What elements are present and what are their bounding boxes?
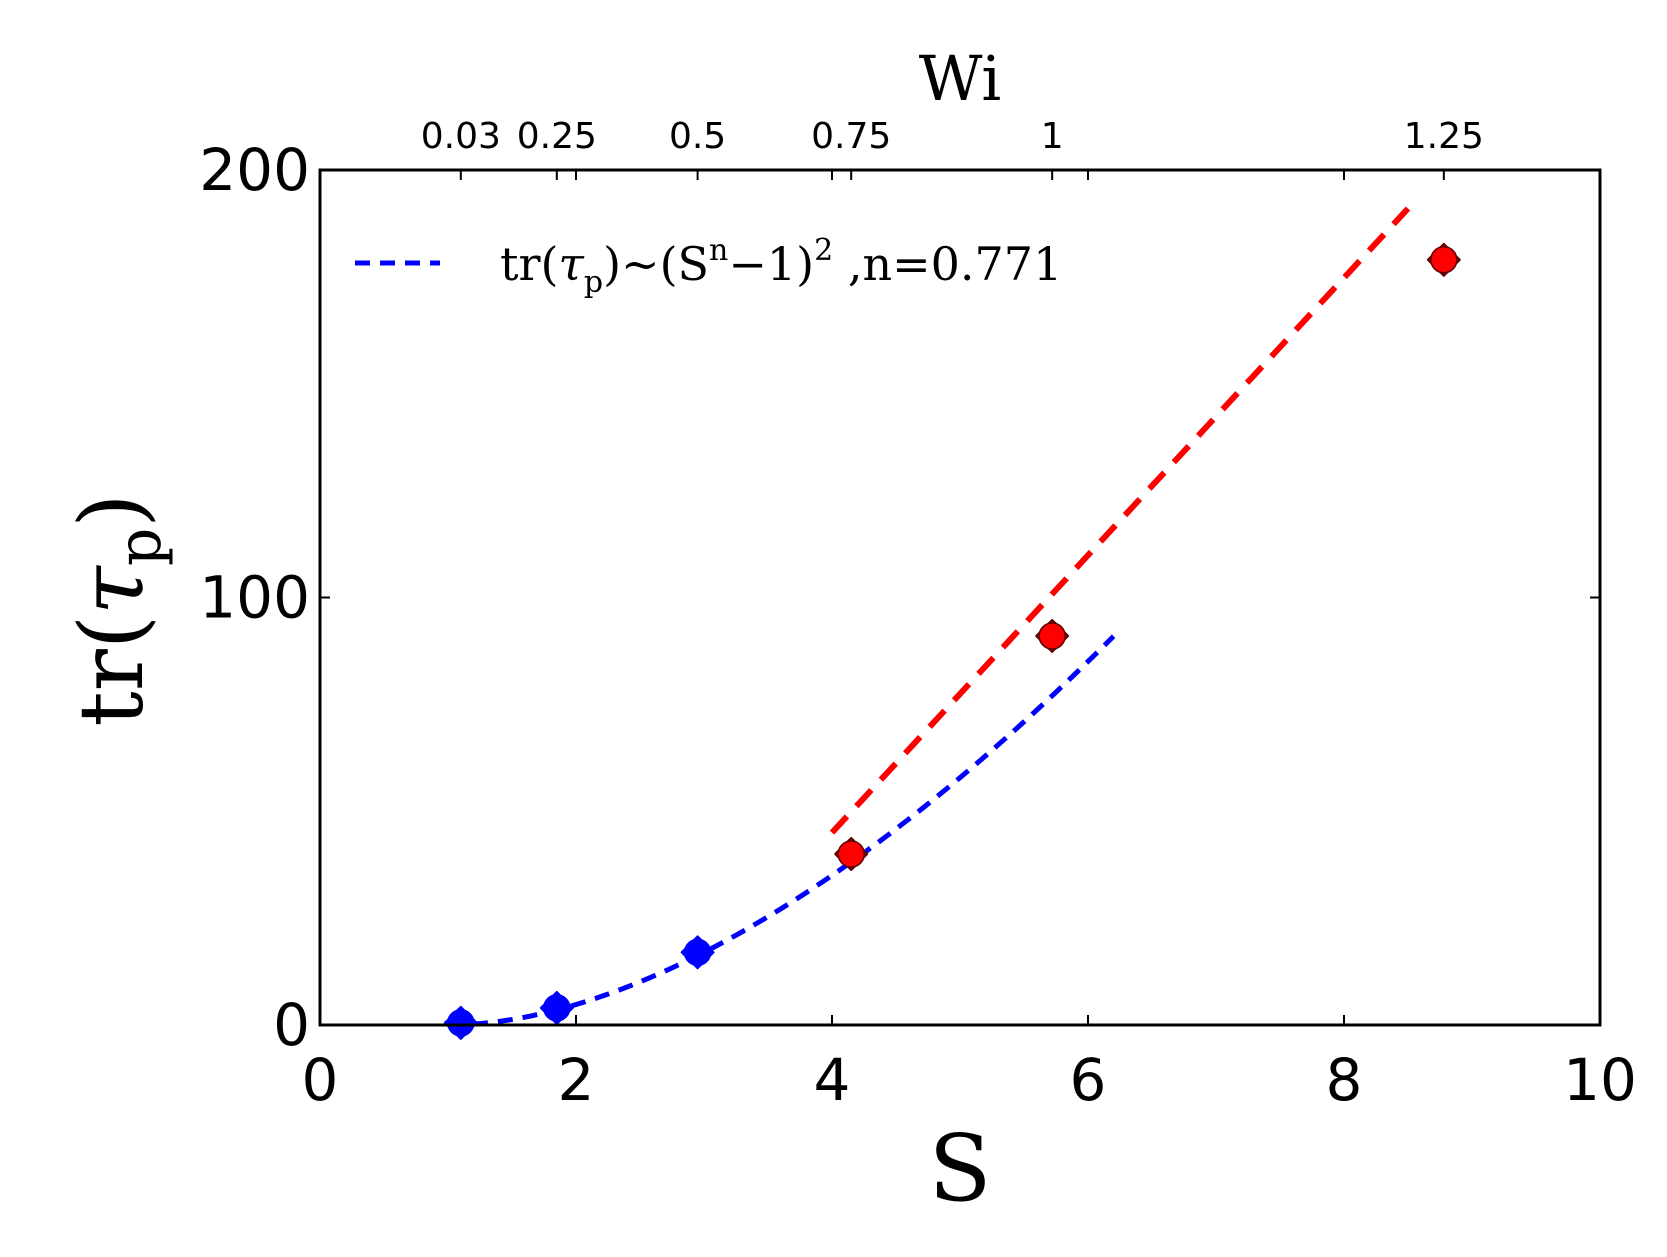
data-point-blue-core [543, 994, 571, 1022]
top-tick-label: 0.5 [669, 116, 726, 157]
legend-sup-2: 2 [814, 233, 833, 268]
legend-sub: p [584, 265, 603, 300]
top-tick-label: 0.75 [811, 116, 891, 157]
top-axis-title: Wi [919, 42, 1001, 115]
top-tick-label: 0.03 [421, 116, 501, 157]
y-axis-title-main: tr( [60, 615, 163, 727]
legend: tr(τp)~(Sn−1)2 ,n=0.771 [355, 233, 1062, 300]
top-tick-label: 1 [1041, 116, 1064, 157]
y-axis-title-close: ) [60, 493, 163, 527]
x-tick-label: 0 [302, 1046, 339, 1114]
data-point-blue-core [683, 938, 712, 967]
plot-frame [318, 168, 1602, 1027]
y-axis-title-sub: p [105, 528, 175, 566]
legend-mid: )~(S [603, 237, 709, 291]
guide-line-red [829, 206, 1411, 835]
y-tick-label: 0 [273, 991, 310, 1059]
legend-prefix: tr( [500, 237, 558, 291]
y-axis-title-symbol: τ [60, 565, 163, 615]
legend-minus: −1) [728, 237, 814, 291]
top-tick-label: 1.25 [1404, 116, 1484, 157]
legend-sup-n: n [709, 233, 728, 268]
data-point-red-core [1430, 246, 1458, 274]
legend-suffix: ,n=0.771 [833, 237, 1062, 291]
top-tick-label: 0.25 [517, 116, 597, 157]
x-tick-label: 6 [1070, 1046, 1107, 1114]
data-point-blue-core [447, 1009, 475, 1037]
x-tick-label: 2 [558, 1046, 595, 1114]
data-layer [443, 206, 1461, 1040]
x-axis-title: S [928, 1115, 991, 1222]
y-tick-label: 100 [199, 564, 310, 632]
y-tick-label: 200 [199, 136, 310, 204]
x-tick-label: 4 [814, 1046, 851, 1114]
x-tick-label: 10 [1563, 1046, 1637, 1114]
fit-curve-blue [447, 634, 1116, 1028]
legend-symbol: τ [558, 237, 585, 291]
x-tick-label: 8 [1326, 1046, 1363, 1114]
data-point-red-core [837, 840, 865, 868]
y-axis-title: tr(τp) [60, 493, 175, 726]
legend-label: tr(τp)~(Sn−1)2 ,n=0.771 [500, 233, 1062, 300]
data-point-red-core [1038, 622, 1066, 650]
